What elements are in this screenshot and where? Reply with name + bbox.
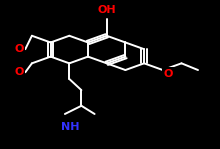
Text: O: O [14,67,23,77]
Text: OH: OH [97,5,116,15]
Text: O: O [164,69,173,79]
Text: O: O [14,44,23,54]
Text: NH: NH [61,122,80,132]
